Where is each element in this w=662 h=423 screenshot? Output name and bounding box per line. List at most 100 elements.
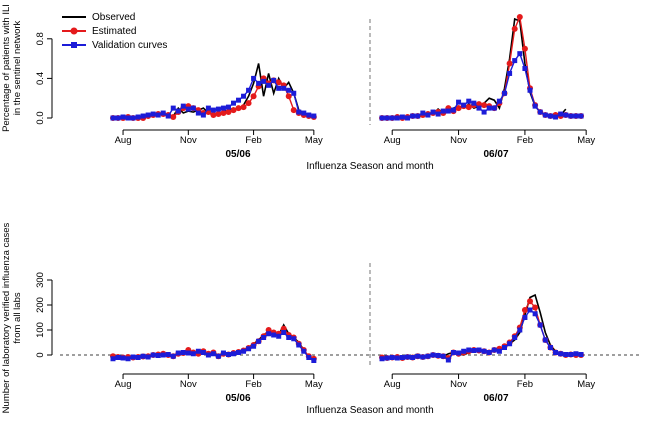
data-point (471, 100, 477, 106)
y-axis-label-line-1: Percentage of patients with ILI (1, 4, 12, 132)
data-point (256, 80, 262, 86)
data-point (241, 93, 247, 99)
data-point (195, 110, 201, 116)
x-tick-label: Nov (450, 135, 467, 146)
data-point (275, 79, 282, 86)
data-point (563, 352, 569, 357)
data-point (286, 87, 292, 93)
data-point (150, 111, 156, 117)
y-axis: 0.0 0.4 0.8 (35, 32, 53, 125)
data-point (435, 111, 441, 117)
data-point (384, 115, 390, 121)
data-point (425, 112, 431, 118)
season-label-06-07-top: 06/07 (483, 149, 508, 160)
data-point (507, 341, 513, 347)
data-point (120, 355, 126, 361)
season-label-06-07-bottom: 06/07 (483, 393, 508, 404)
data-point (553, 114, 559, 120)
data-point (405, 354, 411, 360)
data-point (507, 70, 513, 76)
season-label-05-06-bottom: 05/06 (225, 393, 250, 404)
data-point (578, 113, 584, 119)
x-tick-label: Nov (180, 135, 197, 146)
data-point (220, 105, 226, 111)
data-point (115, 115, 121, 121)
data-point (286, 335, 292, 340)
data-point (285, 93, 292, 100)
data-point (231, 100, 236, 106)
data-point (563, 112, 569, 118)
x-tick-label: Nov (450, 379, 467, 390)
data-point (456, 350, 462, 356)
data-point (466, 98, 472, 104)
data-point (521, 307, 528, 313)
data-point (266, 82, 272, 88)
data-point (225, 104, 231, 110)
y-axis: 0 100 200 300 (35, 272, 53, 358)
data-point (251, 75, 257, 81)
data-point (236, 97, 242, 103)
data-point (250, 93, 257, 100)
y-tick-label: 0.4 (35, 72, 46, 85)
data-point (205, 105, 211, 111)
data-point (547, 113, 553, 119)
data-point (276, 85, 282, 91)
x-tick-label: May (577, 379, 595, 390)
data-point (496, 348, 502, 354)
data-point (240, 104, 247, 111)
chart-panel-lab-cases: Number of laboratory verified influenza … (1, 222, 640, 416)
data-point (120, 114, 126, 120)
data-point (170, 353, 176, 359)
data-point (200, 350, 206, 355)
data-point (420, 110, 426, 116)
y-tick-label: 300 (35, 272, 46, 288)
data-point (456, 99, 462, 105)
data-point (140, 353, 146, 359)
data-point (425, 353, 431, 359)
x-tick-label: Aug (115, 135, 132, 146)
data-point (155, 353, 161, 358)
data-point (306, 355, 312, 360)
data-point (415, 353, 421, 359)
data-point (110, 115, 116, 121)
y-tick-label: 100 (35, 322, 46, 338)
data-point (236, 350, 242, 355)
data-point (410, 355, 416, 360)
data-point (573, 113, 579, 119)
y-axis-label-line-2: from all labs (12, 292, 23, 343)
x-axis-season-1: Aug Nov Feb May (384, 129, 595, 146)
data-point (496, 98, 502, 104)
data-point (394, 355, 400, 361)
data-point (471, 348, 477, 353)
data-point (440, 108, 446, 114)
data-point (190, 105, 196, 111)
data-point (281, 85, 287, 91)
data-point (296, 109, 302, 115)
data-point (568, 113, 574, 119)
x-tick-label: Feb (245, 135, 261, 146)
data-point (532, 103, 538, 109)
data-point (512, 58, 518, 64)
data-point (537, 322, 543, 328)
data-point (573, 351, 579, 357)
legend-validation-label: Validation curves (92, 40, 167, 51)
season-label-05-06-top: 05/06 (225, 149, 250, 160)
data-point (110, 356, 116, 362)
data-point (379, 115, 385, 121)
x-axis-season-0: Aug Nov Feb May (115, 129, 323, 146)
data-point (506, 60, 513, 67)
data-point (241, 348, 247, 354)
data-point (517, 327, 523, 333)
data-point (246, 346, 252, 352)
data-point (450, 107, 456, 113)
series-line (381, 309, 582, 361)
data-point (521, 45, 528, 52)
data-point (532, 304, 539, 311)
data-point (210, 351, 216, 357)
data-point (261, 78, 267, 84)
data-point (486, 105, 492, 111)
data-point (210, 112, 217, 119)
data-point (230, 107, 237, 114)
data-point (215, 111, 222, 118)
legend: Observed Estimated Validation curves (62, 12, 167, 51)
